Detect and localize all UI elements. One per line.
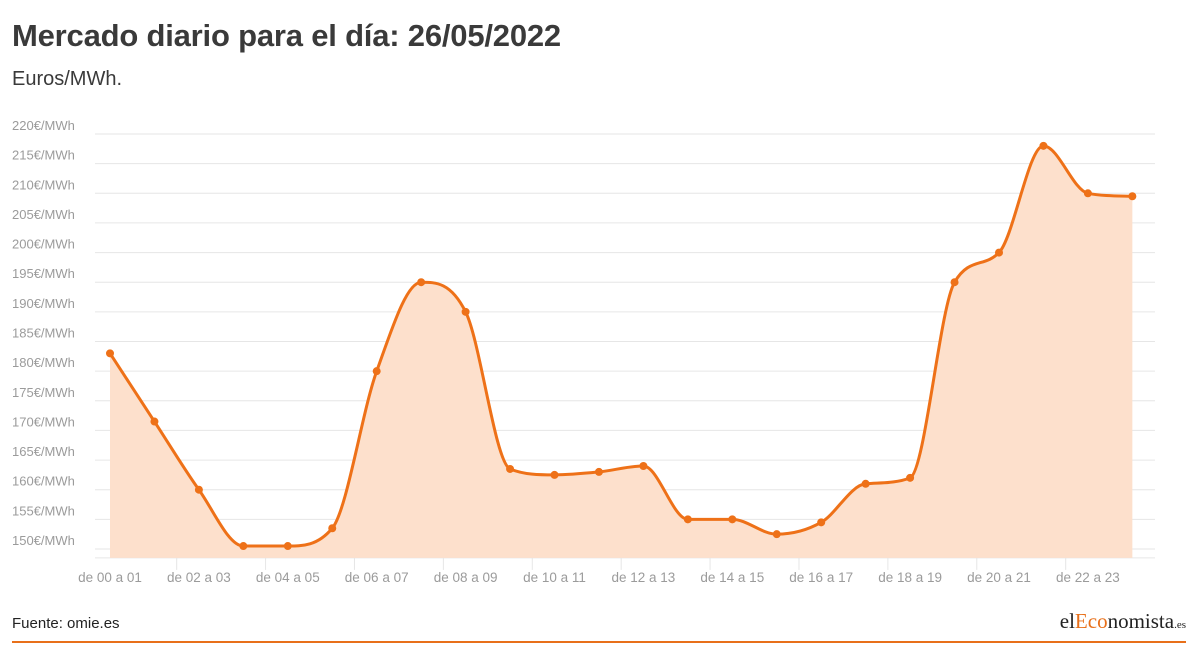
source-note: Fuente: omie.es <box>12 615 120 632</box>
y-tick-label: 175€/MWh <box>12 385 75 400</box>
y-tick-label: 180€/MWh <box>12 355 75 370</box>
data-point[interactable] <box>1039 141 1048 150</box>
y-tick-label: 185€/MWh <box>12 326 75 341</box>
y-tick-label: 150€/MWh <box>12 533 75 548</box>
data-points <box>106 141 1137 551</box>
logo-text-tld: .es <box>1174 619 1186 631</box>
brand-logo[interactable]: elEconomista.es <box>1060 609 1186 634</box>
series-area <box>110 145 1133 558</box>
data-point[interactable] <box>861 479 870 488</box>
x-tick-label: de 08 a 09 <box>434 570 498 585</box>
x-tick-label: de 16 a 17 <box>789 570 853 585</box>
y-tick-label: 195€/MWh <box>12 266 75 281</box>
data-point[interactable] <box>239 542 248 551</box>
y-tick-label: 170€/MWh <box>12 414 75 429</box>
data-point[interactable] <box>150 417 159 426</box>
data-point[interactable] <box>106 349 114 358</box>
data-point[interactable] <box>950 278 959 287</box>
data-point[interactable] <box>772 530 781 539</box>
y-axis-ticks: 150€/MWh 155€/MWh 160€/MWh 165€/MWh 170€/MWh… <box>12 118 75 548</box>
data-point[interactable] <box>283 542 292 551</box>
y-tick-label: 160€/MWh <box>12 474 75 489</box>
data-point[interactable] <box>506 464 515 473</box>
data-point[interactable] <box>995 248 1003 257</box>
data-point[interactable] <box>683 515 692 524</box>
x-tick-label: de 02 a 03 <box>167 570 231 585</box>
data-point[interactable] <box>594 467 603 476</box>
chart-title: Mercado diario para el día: 26/05/2022 <box>12 18 561 53</box>
data-point[interactable] <box>906 473 915 482</box>
y-tick-label: 215€/MWh <box>12 148 75 163</box>
logo-text-eco: Eco <box>1074 609 1108 633</box>
logo-text-nomista: nomista <box>1107 609 1175 633</box>
x-tick-label: de 06 a 07 <box>345 570 409 585</box>
footer-divider <box>12 641 1186 643</box>
y-tick-label: 190€/MWh <box>12 296 75 311</box>
data-point[interactable] <box>550 470 559 479</box>
y-tick-label: 205€/MWh <box>12 207 75 222</box>
y-tick-label: 155€/MWh <box>12 503 75 518</box>
data-point[interactable] <box>194 485 203 494</box>
data-point[interactable] <box>639 462 648 470</box>
y-tick-label: 200€/MWh <box>12 237 75 252</box>
x-tick-label: de 12 a 13 <box>611 570 675 585</box>
logo-text-el: el <box>1059 609 1075 633</box>
chart-subtitle: Euros/MWh. <box>12 68 123 90</box>
x-tick-label: de 18 a 19 <box>878 570 942 585</box>
x-axis-ticks: de 00 a 01 de 02 a 03 de 04 a 05 de 06 a 07… <box>78 557 1120 585</box>
x-tick-label: de 14 a 15 <box>700 570 764 585</box>
data-point[interactable] <box>1083 189 1092 198</box>
data-point[interactable] <box>728 515 737 524</box>
x-tick-label: de 20 a 21 <box>967 570 1031 585</box>
y-tick-label: 210€/MWh <box>12 177 75 192</box>
data-point[interactable] <box>817 518 826 527</box>
x-tick-label: de 04 a 05 <box>256 570 320 585</box>
x-tick-label: de 10 a 11 <box>523 570 586 585</box>
y-tick-label: 165€/MWh <box>12 444 75 459</box>
x-tick-label: de 22 a 23 <box>1056 570 1120 585</box>
data-point[interactable] <box>372 367 381 376</box>
data-point[interactable] <box>417 278 426 287</box>
data-point[interactable] <box>1128 192 1137 201</box>
area-chart: 150€/MWh 155€/MWh 160€/MWh 165€/MWh 170€/MWh… <box>12 118 1155 585</box>
data-point[interactable] <box>328 524 337 533</box>
x-tick-label: de 00 a 01 <box>78 570 142 585</box>
data-point[interactable] <box>461 307 470 316</box>
y-tick-label: 220€/MWh <box>12 118 75 133</box>
